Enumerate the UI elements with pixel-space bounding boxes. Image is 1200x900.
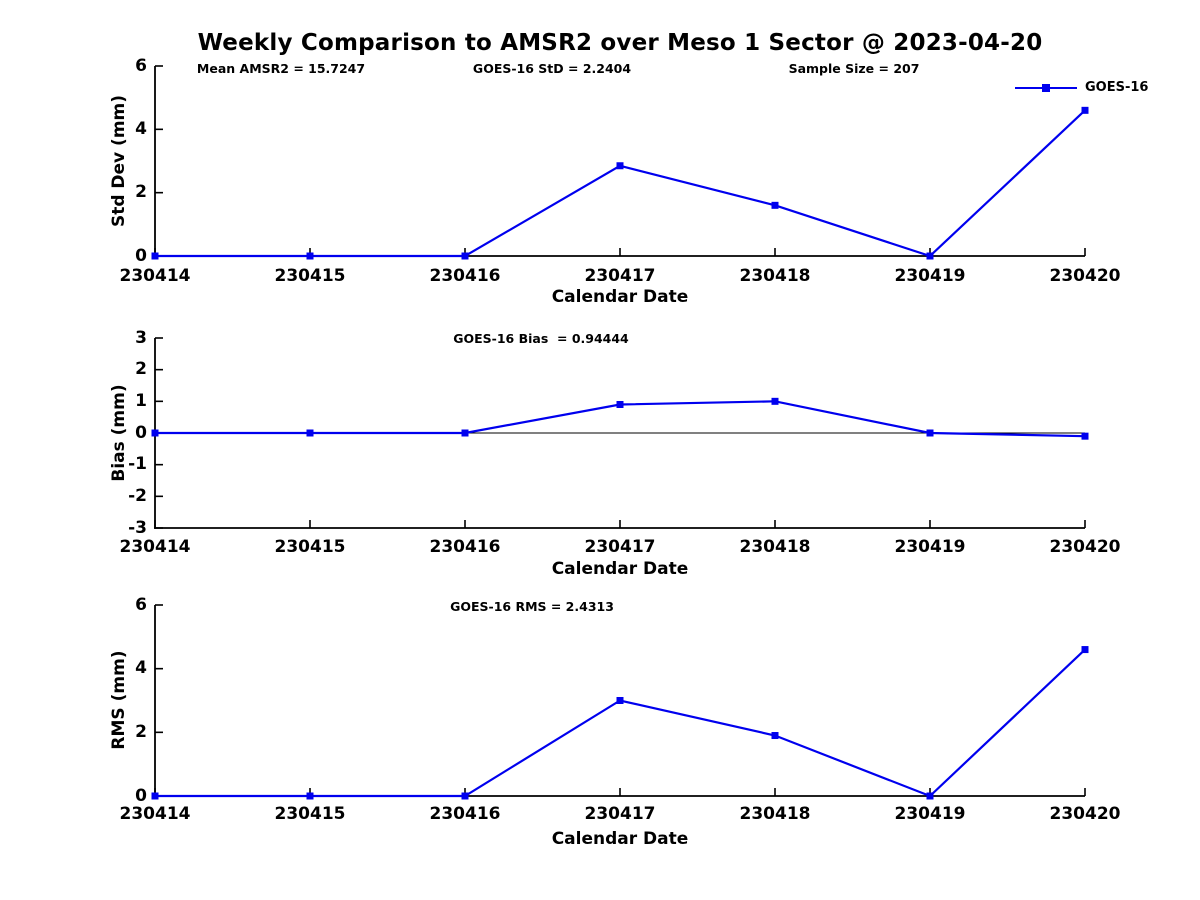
y-tick-label: 6 <box>135 56 147 76</box>
x-tick-label: 230417 <box>584 804 656 824</box>
series-line-goes-16 <box>155 648 1086 798</box>
y-tick-label: -3 <box>128 518 147 538</box>
data-point-marker <box>1081 646 1089 654</box>
data-point-marker <box>771 397 779 405</box>
y-tick-label: 2 <box>135 182 147 202</box>
x-tick-label: 230418 <box>739 537 811 557</box>
x-axis-label-2: Calendar Date <box>551 559 689 579</box>
annotation-goes16-std: GOES-16 StD = 2.2404 <box>472 61 632 76</box>
data-point-marker <box>151 792 159 800</box>
x-tick-label: 230420 <box>1049 266 1121 286</box>
y-tick-label: 2 <box>135 722 147 742</box>
x-tick-label: 230415 <box>274 537 346 557</box>
x-tick-label: 230415 <box>274 804 346 824</box>
y-tick-label: 0 <box>135 246 147 266</box>
y-tick-label: 4 <box>135 119 147 139</box>
data-point-marker <box>926 252 934 260</box>
y-tick-label: -1 <box>128 454 147 474</box>
y-tick-label: 4 <box>135 658 147 678</box>
data-point-marker <box>151 252 159 260</box>
x-tick-label: 230416 <box>429 266 501 286</box>
data-point-marker <box>616 162 624 170</box>
data-point-marker <box>926 429 934 437</box>
subplot-rms <box>151 604 1089 800</box>
legend-square-marker-icon <box>1042 84 1050 92</box>
data-point-marker <box>926 792 934 800</box>
y-tick-label: 0 <box>135 423 147 443</box>
x-tick-label: 230418 <box>739 804 811 824</box>
x-tick-label: 230420 <box>1049 537 1121 557</box>
x-tick-label: 230419 <box>894 804 966 824</box>
y-tick-label: 1 <box>135 391 147 411</box>
x-tick-label: 230414 <box>119 266 191 286</box>
data-point-marker <box>616 697 624 704</box>
x-tick-label: 230414 <box>119 537 191 557</box>
annotation-sample-size: Sample Size = 207 <box>788 61 920 76</box>
y-tick-label: 0 <box>135 786 147 806</box>
series-line-goes-16 <box>155 109 1086 258</box>
x-tick-label: 230414 <box>119 804 191 824</box>
subplot-std-dev <box>151 65 1089 260</box>
x-tick-label: 230418 <box>739 266 811 286</box>
data-point-marker <box>1081 432 1089 440</box>
x-axis-label-3: Calendar Date <box>551 829 689 849</box>
annotation-mean-amsr2: Mean AMSR2 = 15.7247 <box>196 61 366 76</box>
legend-series-label: GOES-16 <box>1085 80 1149 95</box>
x-tick-label: 230419 <box>894 537 966 557</box>
y-tick-label: -2 <box>128 486 147 506</box>
data-point-marker <box>151 429 159 437</box>
data-point-marker <box>616 401 624 408</box>
legend: GOES-16 <box>1015 80 1160 96</box>
y-tick-label: 2 <box>135 359 147 379</box>
data-point-marker <box>1081 106 1089 114</box>
y-axis-label-std-dev: Std Dev (mm) <box>109 94 129 228</box>
data-point-marker <box>461 792 469 800</box>
data-point-marker <box>461 252 469 260</box>
data-point-marker <box>306 792 314 800</box>
data-point-marker <box>306 429 314 437</box>
x-tick-label: 230419 <box>894 266 966 286</box>
y-tick-label: 3 <box>135 328 147 348</box>
x-tick-label: 230417 <box>584 266 656 286</box>
data-point-marker <box>461 429 469 437</box>
annotation-goes16-rms: GOES-16 RMS = 2.4313 <box>450 599 614 614</box>
figure-title: Weekly Comparison to AMSR2 over Meso 1 S… <box>197 30 1043 56</box>
y-tick-label: 6 <box>135 595 147 615</box>
x-tick-label: 230415 <box>274 266 346 286</box>
data-point-marker <box>771 732 779 740</box>
x-tick-label: 230420 <box>1049 804 1121 824</box>
annotation-goes16-bias: GOES-16 Bias = 0.94444 <box>453 331 629 346</box>
x-tick-label: 230416 <box>429 537 501 557</box>
data-point-marker <box>771 201 779 209</box>
data-point-marker <box>306 252 314 260</box>
x-tick-label: 230417 <box>584 537 656 557</box>
x-tick-label: 230416 <box>429 804 501 824</box>
x-axis-label-1: Calendar Date <box>551 287 689 307</box>
subplot-bias <box>151 337 1089 529</box>
